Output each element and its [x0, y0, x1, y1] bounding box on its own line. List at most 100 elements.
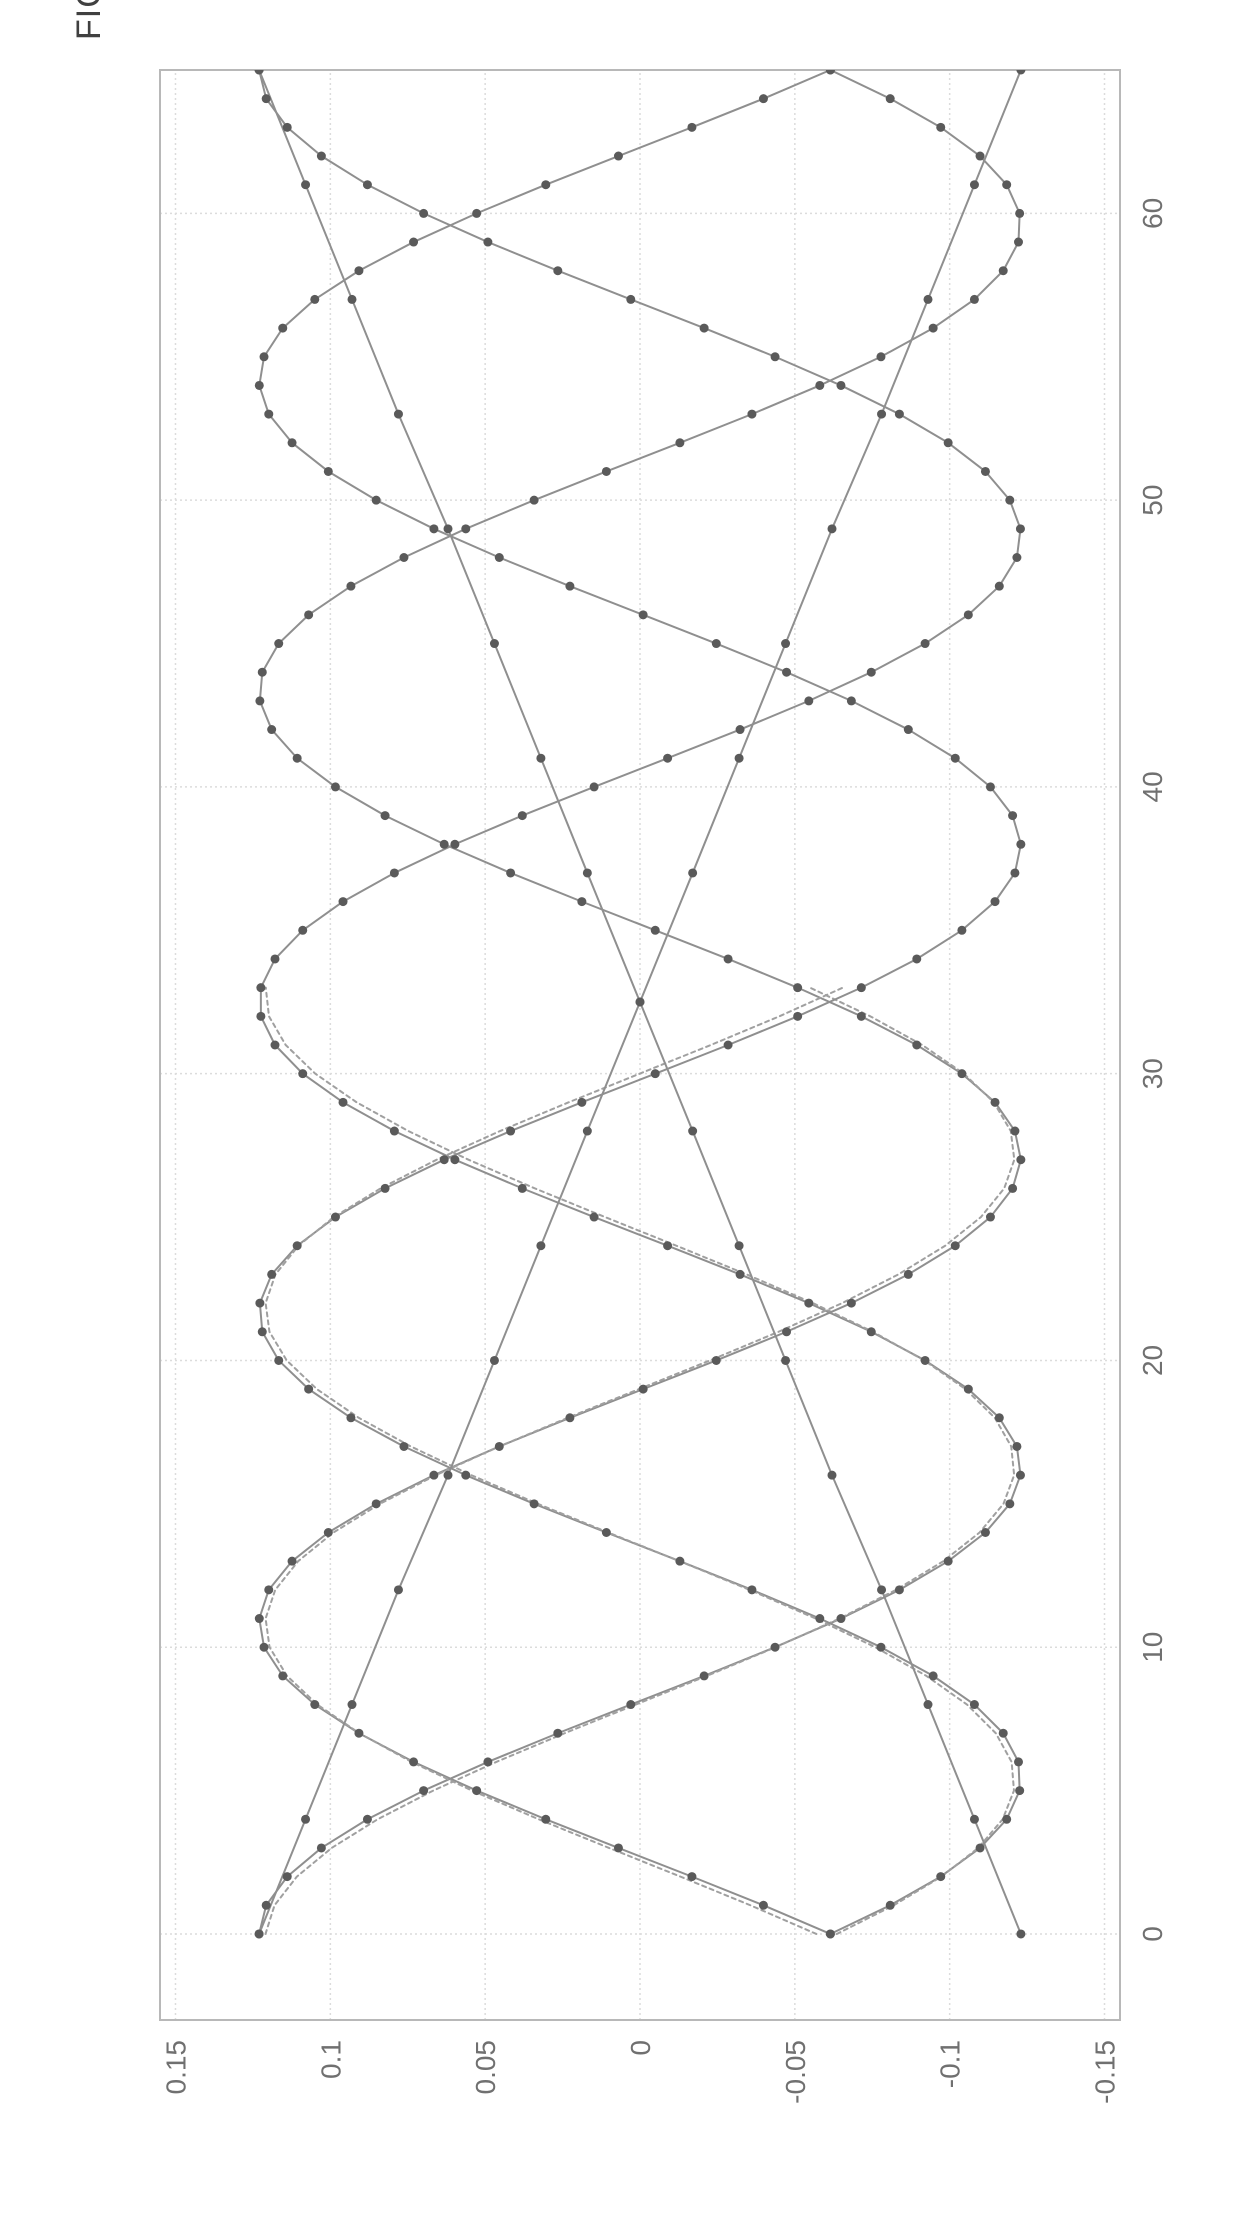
data-marker	[271, 954, 280, 963]
data-marker	[999, 266, 1008, 275]
y-tick-label: -0.1	[935, 2040, 966, 2088]
data-marker	[1016, 524, 1025, 533]
data-marker	[399, 553, 408, 562]
data-marker	[577, 897, 586, 906]
data-marker	[324, 1528, 333, 1537]
data-marker	[255, 1299, 264, 1308]
data-marker	[518, 811, 527, 820]
y-tick-label: 0.1	[315, 2040, 346, 2079]
data-marker	[957, 1069, 966, 1078]
data-marker	[826, 1929, 835, 1938]
data-marker	[1012, 553, 1021, 562]
data-marker	[651, 1069, 660, 1078]
data-marker	[1015, 209, 1024, 218]
data-marker	[390, 868, 399, 877]
x-tick-label: 50	[1137, 485, 1168, 516]
data-marker	[301, 180, 310, 189]
data-marker	[815, 1614, 824, 1623]
data-marker	[921, 639, 930, 648]
data-marker	[602, 1528, 611, 1537]
data-marker	[724, 954, 733, 963]
data-marker	[390, 1127, 399, 1136]
data-marker	[782, 1327, 791, 1336]
x-tick-label: 0	[1137, 1926, 1168, 1942]
x-tick-label: 30	[1137, 1058, 1168, 1089]
data-marker	[981, 1528, 990, 1537]
data-marker	[495, 553, 504, 562]
data-marker	[304, 610, 313, 619]
data-marker	[354, 266, 363, 275]
data-marker	[687, 123, 696, 132]
y-tick-label: 0	[625, 2040, 656, 2056]
data-marker	[483, 1757, 492, 1766]
data-marker	[944, 1557, 953, 1566]
data-marker	[663, 1241, 672, 1250]
data-marker	[331, 1213, 340, 1222]
data-marker	[895, 1585, 904, 1594]
data-marker	[381, 1184, 390, 1193]
data-marker	[288, 438, 297, 447]
x-tick-label: 10	[1137, 1632, 1168, 1663]
y-tick-label: -0.15	[1090, 2040, 1121, 2104]
data-marker	[904, 1270, 913, 1279]
data-marker	[409, 1757, 418, 1766]
data-marker	[255, 1614, 264, 1623]
data-marker	[976, 152, 985, 161]
data-marker	[348, 295, 357, 304]
data-marker	[782, 668, 791, 677]
data-marker	[1010, 868, 1019, 877]
data-marker	[1014, 238, 1023, 247]
data-marker	[565, 1413, 574, 1422]
data-marker	[1016, 1929, 1025, 1938]
figure-label: FIG. 1A	[70, 0, 109, 40]
data-marker	[886, 1901, 895, 1910]
data-marker	[747, 1585, 756, 1594]
data-marker	[1016, 1471, 1025, 1480]
data-marker	[688, 1127, 697, 1136]
data-marker	[804, 696, 813, 705]
data-marker	[793, 1012, 802, 1021]
data-marker	[929, 324, 938, 333]
data-marker	[951, 1241, 960, 1250]
data-marker	[675, 438, 684, 447]
y-tick-label: -0.05	[780, 2040, 811, 2104]
data-marker	[461, 524, 470, 533]
data-marker	[921, 1356, 930, 1365]
data-marker	[255, 696, 264, 705]
data-marker	[1005, 496, 1014, 505]
data-marker	[1012, 1442, 1021, 1451]
plot-bg	[130, 40, 1210, 2160]
data-marker	[518, 1184, 527, 1193]
data-marker	[324, 467, 333, 476]
data-marker	[419, 209, 428, 218]
data-marker	[847, 696, 856, 705]
data-marker	[970, 180, 979, 189]
data-marker	[700, 1671, 709, 1680]
data-marker	[1008, 811, 1017, 820]
data-marker	[495, 1442, 504, 1451]
data-marker	[317, 152, 326, 161]
data-marker	[970, 1815, 979, 1824]
data-marker	[590, 1213, 599, 1222]
data-marker	[565, 582, 574, 591]
data-marker	[995, 1413, 1004, 1422]
data-marker	[944, 438, 953, 447]
data-marker	[747, 410, 756, 419]
data-marker	[957, 926, 966, 935]
data-marker	[912, 1041, 921, 1050]
data-marker	[419, 1786, 428, 1795]
data-marker	[877, 1585, 886, 1594]
data-marker	[260, 1643, 269, 1652]
data-marker	[712, 1356, 721, 1365]
data-marker	[530, 1499, 539, 1508]
line-chart: 0102030405060-0.15-0.1-0.0500.050.10.15	[130, 40, 1210, 2160]
data-marker	[258, 668, 267, 677]
data-marker	[712, 639, 721, 648]
data-marker	[354, 1729, 363, 1738]
data-marker	[912, 954, 921, 963]
data-marker	[264, 410, 273, 419]
data-marker	[876, 352, 885, 361]
data-marker	[735, 1241, 744, 1250]
data-marker	[876, 1643, 885, 1652]
data-marker	[759, 94, 768, 103]
